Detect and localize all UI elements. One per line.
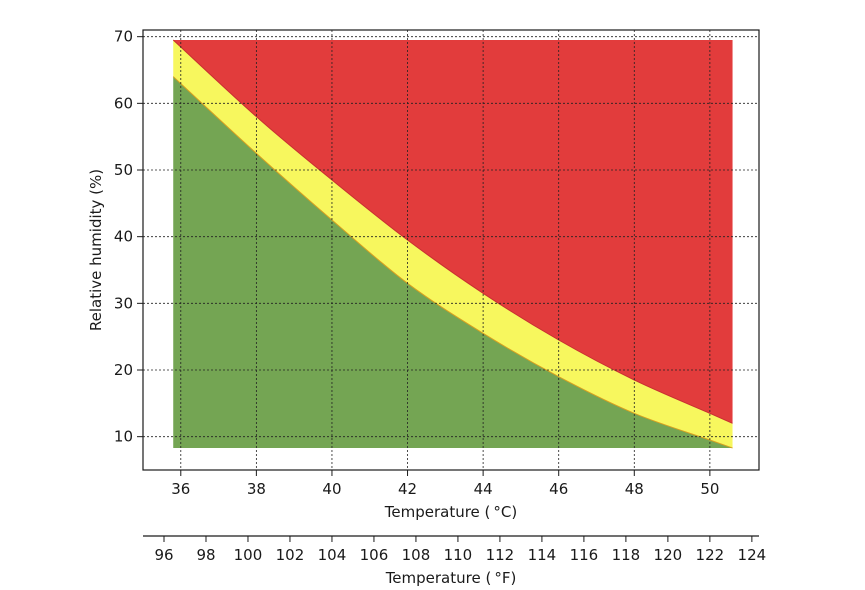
- secondary-x-tick-label: 114: [528, 546, 557, 564]
- x-tick-label: 44: [474, 480, 493, 498]
- secondary-x-tick-label: 118: [612, 546, 641, 564]
- caution-upper-boundary: [172, 39, 733, 424]
- secondary-x-tick-label: 122: [696, 546, 725, 564]
- y-tick-label: 20: [114, 361, 133, 379]
- grid: [143, 30, 759, 470]
- safe-region: [173, 76, 733, 449]
- x-tick-label: 42: [398, 480, 417, 498]
- secondary-x-tick-label: 96: [154, 546, 173, 564]
- plot-frame: [142, 29, 760, 471]
- y-tick-label: 40: [114, 228, 133, 246]
- secondary-x-tick-label: 124: [738, 546, 767, 564]
- secondary-x-tick-label: 120: [654, 546, 683, 564]
- secondary-x-tick-label: 100: [234, 546, 263, 564]
- x-tick-label: 46: [549, 480, 568, 498]
- secondary-x-tick-label: 106: [360, 546, 389, 564]
- secondary-x-tick-label: 108: [402, 546, 431, 564]
- x-axis-title: Temperature ( °C): [384, 503, 517, 521]
- secondary-x-axis-title: Temperature ( °F): [385, 569, 517, 587]
- secondary-x-tick-label: 116: [570, 546, 599, 564]
- x-tick-label: 48: [625, 480, 644, 498]
- y-tick-label: 60: [114, 94, 133, 112]
- y-tick-label: 70: [114, 28, 133, 46]
- y-tick-label: 30: [114, 294, 133, 312]
- y-tick-label: 50: [114, 161, 133, 179]
- safe-upper-boundary: [172, 76, 733, 449]
- x-axis-fahrenheit: 96 98 100 102 104 106 108 110 112 114 116 118 120 122…: [143, 535, 767, 564]
- danger-region: [173, 40, 733, 424]
- x-axis-celsius: 36 38 40 42 44 46 48 50: [171, 470, 719, 498]
- secondary-x-tick-label: 112: [486, 546, 515, 564]
- secondary-x-tick-label: 102: [276, 546, 305, 564]
- secondary-x-tick-label: 104: [318, 546, 347, 564]
- y-axis: 10 20 30 40 50 60 70: [114, 28, 143, 446]
- caution-region: [173, 40, 733, 448]
- secondary-x-tick-label: 98: [196, 546, 215, 564]
- y-axis-title: Relative humidity (%): [87, 169, 105, 331]
- y-tick-label: 10: [114, 428, 133, 446]
- x-tick-label: 38: [247, 480, 266, 498]
- x-tick-label: 36: [171, 480, 190, 498]
- x-tick-label: 40: [322, 480, 341, 498]
- secondary-x-tick-label: 110: [444, 546, 473, 564]
- x-tick-label: 50: [700, 480, 719, 498]
- regions: [172, 39, 733, 449]
